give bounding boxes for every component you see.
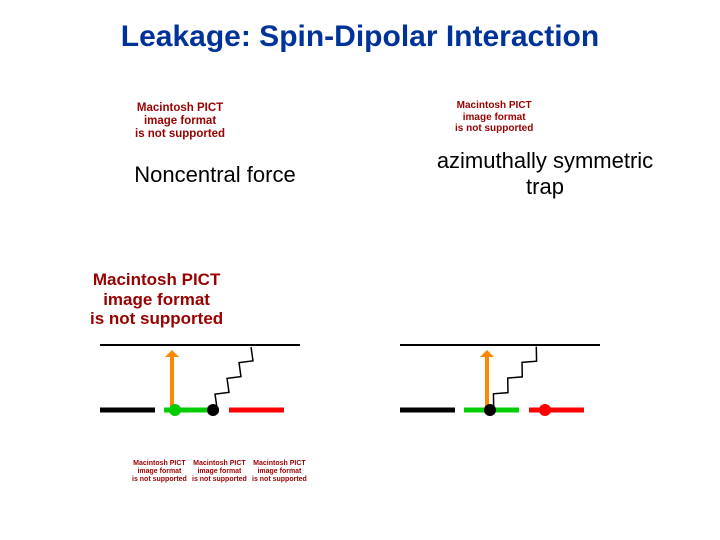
photon-wiggle — [493, 347, 536, 409]
pict-error-placeholder: Macintosh PICTimage formatis not support… — [252, 460, 307, 484]
pict-error-line: Macintosh PICT — [253, 460, 306, 467]
pict-error-line: Macintosh PICT — [133, 460, 186, 467]
pict-error-placeholder: Macintosh PICTimage formatis not support… — [90, 270, 223, 329]
state-dot — [169, 404, 181, 416]
pict-error-line: is not supported — [135, 128, 225, 140]
pict-error-line: Macintosh PICT — [93, 270, 221, 289]
pict-error-line: Macintosh PICT — [137, 102, 223, 114]
pict-error-line: is not supported — [90, 309, 223, 328]
pict-error-line: image format — [137, 468, 181, 475]
pict-error-placeholder: Macintosh PICTimage formatis not support… — [192, 460, 247, 484]
pict-error-line: is not supported — [252, 476, 307, 483]
arrowhead-icon — [480, 350, 494, 357]
photon-wiggle — [215, 347, 253, 408]
pict-error-line: is not supported — [132, 476, 187, 483]
label-azimuthally-symmetric-trap: azimuthally symmetric trap — [430, 148, 660, 200]
pict-error-line: is not supported — [455, 123, 533, 134]
pict-error-placeholder: Macintosh PICTimage formatis not support… — [132, 460, 187, 484]
state-dot — [484, 404, 496, 416]
pict-error-line: Macintosh PICT — [193, 460, 246, 467]
pict-error-line: image format — [144, 115, 216, 127]
state-dot — [539, 404, 551, 416]
pict-error-line: image format — [197, 468, 241, 475]
slide-title: Leakage: Spin-Dipolar Interaction — [60, 20, 660, 54]
pict-error-line: image format — [257, 468, 301, 475]
arrowhead-icon — [165, 350, 179, 357]
pict-error-line: image format — [103, 290, 210, 309]
pict-error-line: image format — [463, 112, 526, 123]
pict-error-placeholder: Macintosh PICTimage formatis not support… — [135, 102, 225, 142]
pict-error-line: is not supported — [192, 476, 247, 483]
pict-error-placeholder: Macintosh PICTimage formatis not support… — [455, 100, 533, 135]
state-dot — [207, 404, 219, 416]
label-noncentral-force: Noncentral force — [95, 162, 335, 188]
pict-error-line: Macintosh PICT — [457, 100, 532, 111]
